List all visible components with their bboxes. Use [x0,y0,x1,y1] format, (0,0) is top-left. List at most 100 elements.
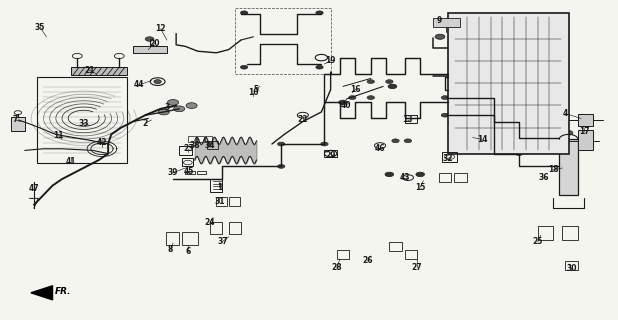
Text: 41: 41 [66,157,76,166]
Bar [229,197,240,206]
Bar [166,232,179,245]
Bar [210,222,222,234]
Text: 12: 12 [156,24,166,33]
Circle shape [515,152,523,156]
Text: 10: 10 [248,88,258,97]
Text: 20: 20 [150,39,159,48]
Bar [433,18,460,27]
Text: 42: 42 [97,138,107,147]
Circle shape [367,80,375,84]
Text: 40: 40 [341,101,351,110]
Text: 34: 34 [205,141,215,150]
Circle shape [158,109,169,115]
Circle shape [435,34,445,39]
Text: 26: 26 [363,256,373,265]
Text: 46: 46 [375,144,385,153]
Bar [405,250,417,259]
Text: 1: 1 [217,183,222,192]
Text: 5: 5 [254,85,259,94]
Text: 7: 7 [13,116,18,124]
Text: 31: 31 [214,197,224,206]
Text: 14: 14 [477,135,487,144]
Bar [229,222,241,234]
Text: 43: 43 [400,173,410,182]
Bar [182,158,193,166]
Circle shape [385,172,394,177]
Text: 8: 8 [167,245,172,254]
Bar [565,261,578,270]
Bar [235,8,331,74]
Text: 17: 17 [578,127,590,136]
Text: FR.: FR. [54,287,71,296]
Bar [405,115,417,123]
Text: 39: 39 [168,168,178,177]
Circle shape [491,113,498,117]
Circle shape [277,164,285,168]
Text: 37: 37 [217,237,228,246]
Text: 16: 16 [350,85,360,94]
Circle shape [367,96,375,100]
Bar [448,13,569,154]
Polygon shape [31,286,53,300]
Bar [71,67,127,75]
Bar [11,117,25,131]
Circle shape [145,37,154,41]
Circle shape [186,103,197,108]
Bar [578,130,593,150]
Bar [133,46,167,53]
Circle shape [515,136,523,140]
Text: 3: 3 [164,103,169,112]
Bar [197,171,206,174]
Bar [454,173,467,182]
Circle shape [277,142,285,146]
Text: 6: 6 [186,247,191,256]
Text: 15: 15 [415,183,425,192]
Bar [562,226,578,240]
Circle shape [386,80,393,84]
Text: 11: 11 [54,132,64,140]
Text: 22: 22 [298,116,308,124]
Bar [207,141,218,149]
Text: 29: 29 [326,151,336,160]
Bar [210,179,222,192]
Bar [185,171,195,174]
Text: 23: 23 [184,144,193,153]
Text: 25: 25 [533,237,543,246]
Bar [389,242,402,251]
Bar [188,136,196,142]
Circle shape [316,11,323,15]
Circle shape [316,65,323,69]
Circle shape [447,95,455,100]
Text: 47: 47 [28,184,40,193]
Text: 9: 9 [436,16,441,25]
Circle shape [441,113,449,117]
Bar [216,197,227,206]
Bar [197,136,204,142]
Text: 24: 24 [205,218,215,227]
Text: 2: 2 [143,119,148,128]
Text: 32: 32 [443,154,453,163]
Circle shape [447,113,455,117]
Text: 33: 33 [78,119,88,128]
Circle shape [349,96,356,100]
Text: 13: 13 [403,116,413,124]
Bar [559,139,578,195]
Bar [37,77,127,163]
Circle shape [240,11,248,15]
Bar [182,232,198,245]
Bar [324,150,337,157]
Circle shape [388,84,397,89]
Text: 27: 27 [412,263,423,272]
Bar [205,136,212,142]
Bar [439,173,451,182]
Text: 21: 21 [85,66,95,75]
Text: 36: 36 [539,173,549,182]
Bar [538,226,553,240]
Circle shape [240,65,248,69]
Text: 44: 44 [134,80,144,89]
Circle shape [174,106,185,112]
Circle shape [321,142,328,146]
Circle shape [392,139,399,143]
Text: 45: 45 [184,167,193,176]
Circle shape [404,139,412,143]
